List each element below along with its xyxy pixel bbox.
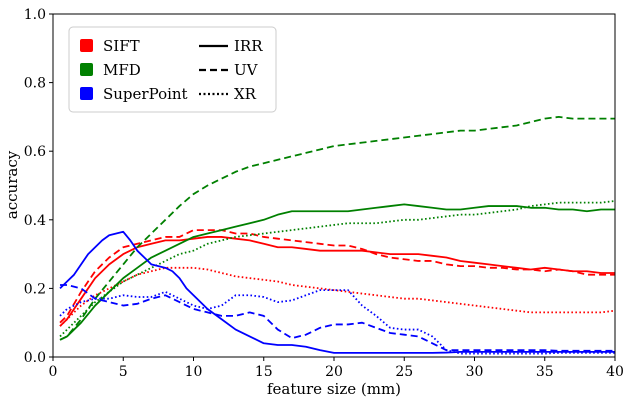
series-superpoint-uv-line <box>60 284 615 352</box>
x-axis-label: feature size (mm) <box>267 380 401 398</box>
x-tick-label: 15 <box>255 364 273 380</box>
ticks-layer: 0 5 10 15 20 25 30 35 40 0.0 0.2 0.4 0.6 0.8 1.0 <box>24 7 624 380</box>
legend-label-uv: UV <box>234 61 259 79</box>
x-tick-label: 20 <box>325 364 343 380</box>
legend-swatch-mfd <box>80 63 93 76</box>
x-tick-label: 0 <box>49 364 58 380</box>
series-superpoint-irr-line <box>59 230 615 354</box>
y-tick-label: 0.6 <box>24 144 46 160</box>
y-tick-label: 0.2 <box>24 281 46 297</box>
legend-box <box>68 26 277 113</box>
series-sift-xr-line <box>59 266 615 327</box>
legend-label-sift: SIFT <box>103 37 140 55</box>
legend: SIFT MFD SuperPoint IRR UV XR <box>68 26 277 113</box>
y-tick-label: 0.0 <box>24 350 46 366</box>
series-mfd-uv-line <box>59 116 615 341</box>
legend-items: SIFT MFD SuperPoint IRR UV XR <box>80 37 263 103</box>
series-mfd-xr-line <box>59 200 615 338</box>
legend-label-irr: IRR <box>234 37 263 55</box>
y-tick-label: 0.8 <box>24 76 46 92</box>
x-tick-label: 10 <box>185 364 203 380</box>
y-tick-label: 1.0 <box>24 7 46 23</box>
series-superpoint-xr-line <box>59 289 615 355</box>
x-tick-label: 5 <box>119 364 128 380</box>
legend-label-mfd: MFD <box>103 61 141 79</box>
legend-swatch-superpoint <box>80 87 93 100</box>
series-sift-uv-line <box>59 229 615 324</box>
x-tick-label: 40 <box>606 364 624 380</box>
x-tick-label: 35 <box>536 364 554 380</box>
legend-label-xr: XR <box>234 85 257 103</box>
series-sift-irr-line <box>59 236 615 327</box>
series-layer <box>59 116 615 355</box>
y-tick-label: 0.4 <box>24 213 46 229</box>
legend-swatch-sift <box>80 39 93 52</box>
legend-label-superpoint: SuperPoint <box>103 85 188 103</box>
x-tick-label: 30 <box>466 364 484 380</box>
y-axis-label: accuracy <box>3 150 21 219</box>
x-tick-label: 25 <box>395 364 413 380</box>
